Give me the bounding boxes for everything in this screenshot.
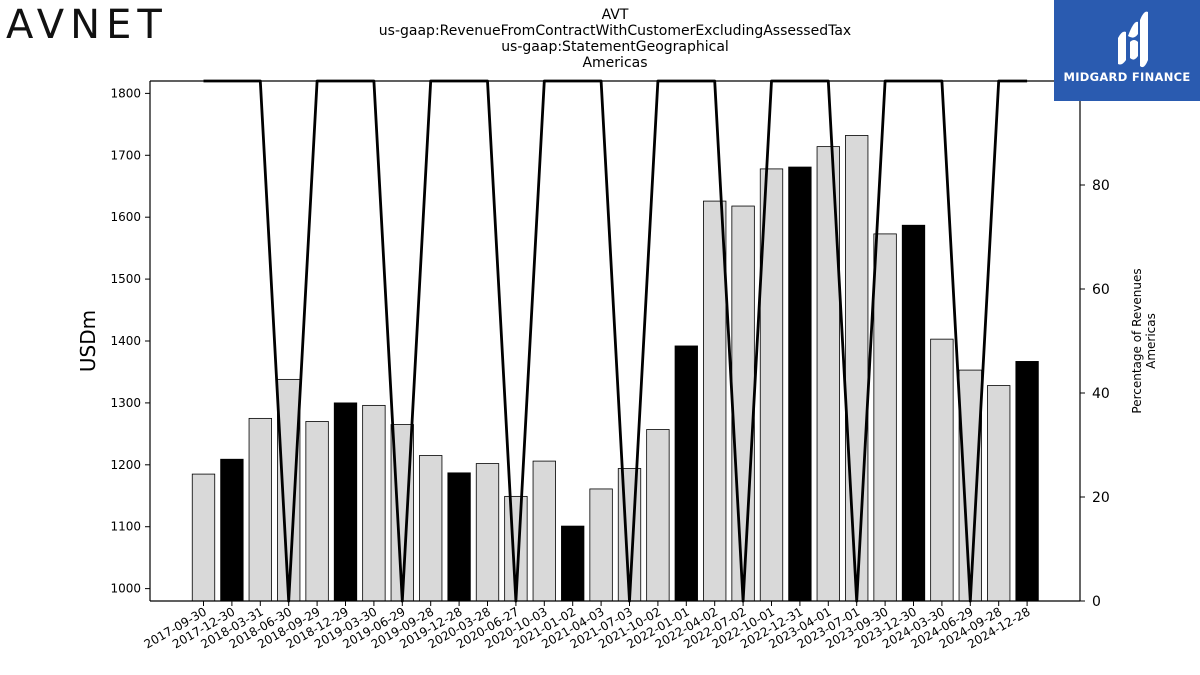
bar: [788, 166, 812, 602]
avnet-logo: AVNET: [6, 2, 186, 48]
bar: [220, 458, 244, 602]
bar: [930, 338, 954, 602]
chart-title-line-4: Americas: [582, 55, 648, 71]
y2-axis-label: Percentage of Revenues: [1130, 268, 1144, 413]
bar: [1015, 361, 1039, 602]
bar: [248, 417, 272, 602]
y-tick-label: 1000: [110, 582, 141, 596]
y-tick-label: 1400: [110, 334, 141, 348]
bar: [873, 233, 897, 602]
bar: [362, 404, 386, 602]
y-tick-label: 1600: [110, 210, 141, 224]
bar: [987, 385, 1011, 602]
y-tick-label: 1700: [110, 148, 141, 162]
bar: [333, 402, 358, 602]
bar: [703, 200, 727, 602]
avnet-logo-text: AVNET: [6, 2, 168, 48]
brand-name: MIDGARD FINANCE: [1063, 70, 1191, 84]
y2-tick-label: 20: [1092, 490, 1110, 506]
y2-tick-label: 60: [1092, 282, 1110, 298]
bar: [731, 205, 755, 602]
bar: [561, 525, 585, 602]
y-axis-label: USDm: [76, 310, 100, 372]
y-tick-label: 1500: [110, 272, 141, 286]
bar: [674, 345, 698, 602]
chart-title-line-2: us-gaap:RevenueFromContractWithCustomerE…: [378, 23, 852, 39]
y2-tick-label: 40: [1092, 386, 1110, 402]
bar: [646, 429, 670, 602]
bar: [958, 369, 982, 602]
midgard-mark-icon: [1118, 11, 1148, 68]
y-tick-label: 1100: [110, 520, 141, 534]
chart-title-line-1: AVT: [601, 7, 629, 23]
bar: [191, 473, 216, 602]
bar: [845, 135, 869, 602]
bar: [447, 472, 471, 602]
y-tick-label: 1800: [110, 86, 141, 100]
bar: [475, 463, 500, 602]
y2-tick-label: 0: [1092, 594, 1101, 610]
bar: [589, 488, 613, 602]
y2-axis-label: Americas: [1144, 313, 1158, 369]
bar: [419, 455, 443, 602]
bar: [901, 224, 926, 602]
bar: [305, 421, 329, 602]
y-tick-label: 1200: [110, 458, 141, 472]
y-tick-label: 1300: [110, 396, 141, 410]
y2-tick-label: 80: [1092, 178, 1110, 194]
bar: [532, 460, 556, 602]
bar: [277, 378, 301, 602]
chart-title-line-3: us-gaap:StatementGeographical: [501, 39, 729, 55]
midgard-finance-logo: MIDGARD FINANCE: [1054, 0, 1200, 101]
